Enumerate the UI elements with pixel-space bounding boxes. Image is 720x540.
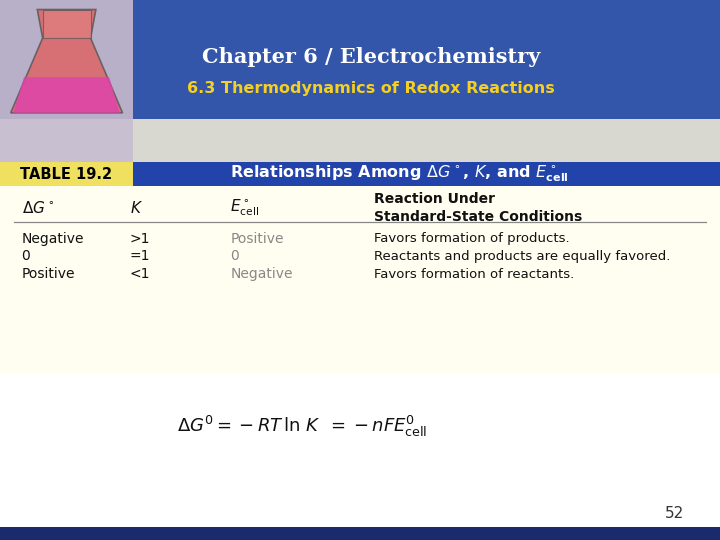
Polygon shape <box>42 10 91 38</box>
Text: $K$: $K$ <box>130 200 143 216</box>
Text: Positive: Positive <box>22 267 75 281</box>
Text: Negative: Negative <box>230 267 293 281</box>
Polygon shape <box>11 10 122 113</box>
Text: Relationships Among $\Delta G^\circ$, $K$, and $E^\circ_\mathbf{cell}$: Relationships Among $\Delta G^\circ$, $K… <box>230 164 569 184</box>
Text: $\Delta G^0 = -RT\,\ln\,K\;\; = -nFE^0_\mathrm{cell}$: $\Delta G^0 = -RT\,\ln\,K\;\; = -nFE^0_\… <box>177 414 428 439</box>
Text: 6.3 Thermodynamics of Redox Reactions: 6.3 Thermodynamics of Redox Reactions <box>187 81 554 96</box>
Text: $E^\circ_\mathrm{cell}$: $E^\circ_\mathrm{cell}$ <box>230 198 259 218</box>
Text: Chapter 6 / Electrochemistry: Chapter 6 / Electrochemistry <box>202 46 540 67</box>
Bar <box>621 98 711 105</box>
Bar <box>646 38 686 92</box>
Text: Standard-State Conditions: Standard-State Conditions <box>374 210 582 224</box>
Text: Favors formation of products.: Favors formation of products. <box>374 232 570 245</box>
Text: Favors formation of reactants.: Favors formation of reactants. <box>374 268 575 281</box>
Polygon shape <box>636 11 696 38</box>
Text: 0: 0 <box>22 249 30 264</box>
Text: 0: 0 <box>230 249 239 264</box>
Polygon shape <box>14 77 120 113</box>
Circle shape <box>660 1 672 14</box>
Circle shape <box>621 5 711 103</box>
Text: >1: >1 <box>130 232 150 246</box>
Bar <box>656 65 676 92</box>
Text: Negative: Negative <box>22 232 84 246</box>
Text: 52: 52 <box>665 505 684 521</box>
Text: =1: =1 <box>130 249 150 264</box>
Text: <1: <1 <box>130 267 150 281</box>
Text: $\Delta G^\circ$: $\Delta G^\circ$ <box>22 200 54 216</box>
Text: Reactants and products are equally favored.: Reactants and products are equally favor… <box>374 250 671 263</box>
Text: Reaction Under: Reaction Under <box>374 192 495 206</box>
Text: TABLE 19.2: TABLE 19.2 <box>20 167 112 181</box>
Text: Positive: Positive <box>230 232 284 246</box>
